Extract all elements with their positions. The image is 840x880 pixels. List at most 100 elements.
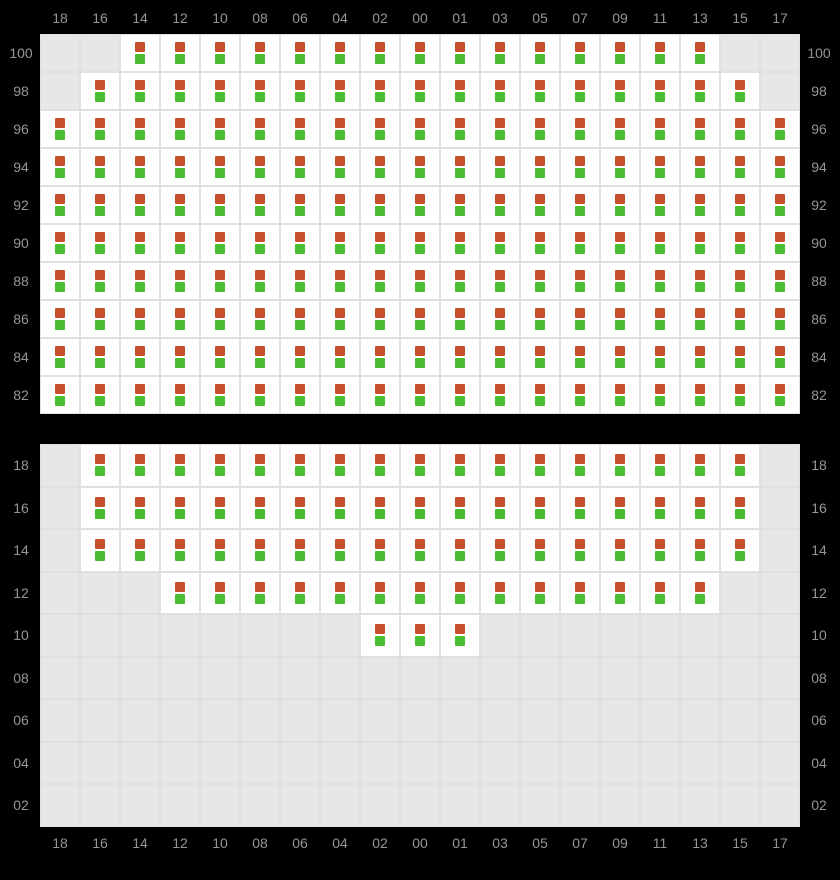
seat-cell[interactable] (480, 300, 520, 338)
seat-cell[interactable] (360, 572, 400, 615)
seat-cell[interactable] (600, 186, 640, 224)
seat-cell[interactable] (160, 487, 200, 530)
seat-cell[interactable] (480, 262, 520, 300)
seat-cell[interactable] (240, 572, 280, 615)
seat-cell[interactable] (280, 148, 320, 186)
seat-cell[interactable] (720, 224, 760, 262)
seat-cell[interactable] (120, 34, 160, 72)
seat-cell[interactable] (560, 444, 600, 487)
seat-cell[interactable] (760, 338, 800, 376)
seat-cell[interactable] (360, 72, 400, 110)
seat-cell[interactable] (680, 148, 720, 186)
seat-cell[interactable] (720, 529, 760, 572)
seat-cell[interactable] (560, 186, 600, 224)
seat-cell[interactable] (360, 148, 400, 186)
seat-cell[interactable] (480, 110, 520, 148)
seat-cell[interactable] (360, 614, 400, 657)
seat-cell[interactable] (240, 376, 280, 414)
seat-cell[interactable] (480, 487, 520, 530)
seat-cell[interactable] (200, 444, 240, 487)
seat-cell[interactable] (440, 148, 480, 186)
seat-cell[interactable] (160, 148, 200, 186)
seat-cell[interactable] (80, 148, 120, 186)
seat-cell[interactable] (480, 444, 520, 487)
seat-cell[interactable] (440, 614, 480, 657)
seat-cell[interactable] (120, 529, 160, 572)
seat-cell[interactable] (720, 444, 760, 487)
seat-cell[interactable] (280, 72, 320, 110)
seat-cell[interactable] (200, 572, 240, 615)
seat-cell[interactable] (640, 376, 680, 414)
seat-cell[interactable] (80, 186, 120, 224)
seat-cell[interactable] (440, 487, 480, 530)
seat-cell[interactable] (520, 572, 560, 615)
seat-cell[interactable] (240, 300, 280, 338)
seat-cell[interactable] (80, 224, 120, 262)
seat-cell[interactable] (560, 338, 600, 376)
seat-cell[interactable] (520, 300, 560, 338)
seat-cell[interactable] (640, 110, 680, 148)
seat-cell[interactable] (280, 376, 320, 414)
seat-cell[interactable] (520, 110, 560, 148)
seat-cell[interactable] (600, 72, 640, 110)
seat-cell[interactable] (560, 72, 600, 110)
seat-cell[interactable] (360, 487, 400, 530)
seat-cell[interactable] (560, 148, 600, 186)
seat-cell[interactable] (560, 376, 600, 414)
seat-cell[interactable] (280, 338, 320, 376)
seat-cell[interactable] (680, 572, 720, 615)
seat-cell[interactable] (680, 529, 720, 572)
seat-cell[interactable] (240, 110, 280, 148)
seat-cell[interactable] (80, 338, 120, 376)
seat-cell[interactable] (680, 34, 720, 72)
seat-cell[interactable] (640, 300, 680, 338)
seat-cell[interactable] (640, 224, 680, 262)
seat-cell[interactable] (240, 224, 280, 262)
seat-cell[interactable] (40, 376, 80, 414)
seat-cell[interactable] (480, 148, 520, 186)
seat-cell[interactable] (160, 224, 200, 262)
seat-cell[interactable] (760, 186, 800, 224)
seat-cell[interactable] (480, 34, 520, 72)
seat-cell[interactable] (400, 444, 440, 487)
seat-cell[interactable] (160, 529, 200, 572)
seat-cell[interactable] (240, 34, 280, 72)
seat-cell[interactable] (440, 224, 480, 262)
seat-cell[interactable] (520, 338, 560, 376)
seat-cell[interactable] (600, 529, 640, 572)
seat-cell[interactable] (80, 300, 120, 338)
seat-cell[interactable] (720, 300, 760, 338)
seat-cell[interactable] (40, 262, 80, 300)
seat-cell[interactable] (760, 148, 800, 186)
seat-cell[interactable] (360, 186, 400, 224)
seat-cell[interactable] (600, 224, 640, 262)
seat-cell[interactable] (440, 186, 480, 224)
seat-cell[interactable] (600, 110, 640, 148)
seat-cell[interactable] (760, 224, 800, 262)
seat-cell[interactable] (320, 529, 360, 572)
seat-cell[interactable] (440, 376, 480, 414)
seat-cell[interactable] (680, 338, 720, 376)
seat-cell[interactable] (80, 529, 120, 572)
seat-cell[interactable] (80, 72, 120, 110)
seat-cell[interactable] (160, 110, 200, 148)
seat-cell[interactable] (120, 224, 160, 262)
seat-cell[interactable] (560, 572, 600, 615)
seat-cell[interactable] (520, 262, 560, 300)
seat-cell[interactable] (440, 72, 480, 110)
seat-cell[interactable] (400, 224, 440, 262)
seat-cell[interactable] (600, 444, 640, 487)
seat-cell[interactable] (400, 300, 440, 338)
seat-cell[interactable] (320, 186, 360, 224)
seat-cell[interactable] (440, 300, 480, 338)
seat-cell[interactable] (200, 300, 240, 338)
seat-cell[interactable] (160, 34, 200, 72)
seat-cell[interactable] (280, 529, 320, 572)
seat-cell[interactable] (40, 148, 80, 186)
seat-cell[interactable] (240, 148, 280, 186)
seat-cell[interactable] (600, 572, 640, 615)
seat-cell[interactable] (80, 376, 120, 414)
seat-cell[interactable] (240, 529, 280, 572)
seat-cell[interactable] (400, 529, 440, 572)
seat-cell[interactable] (680, 300, 720, 338)
